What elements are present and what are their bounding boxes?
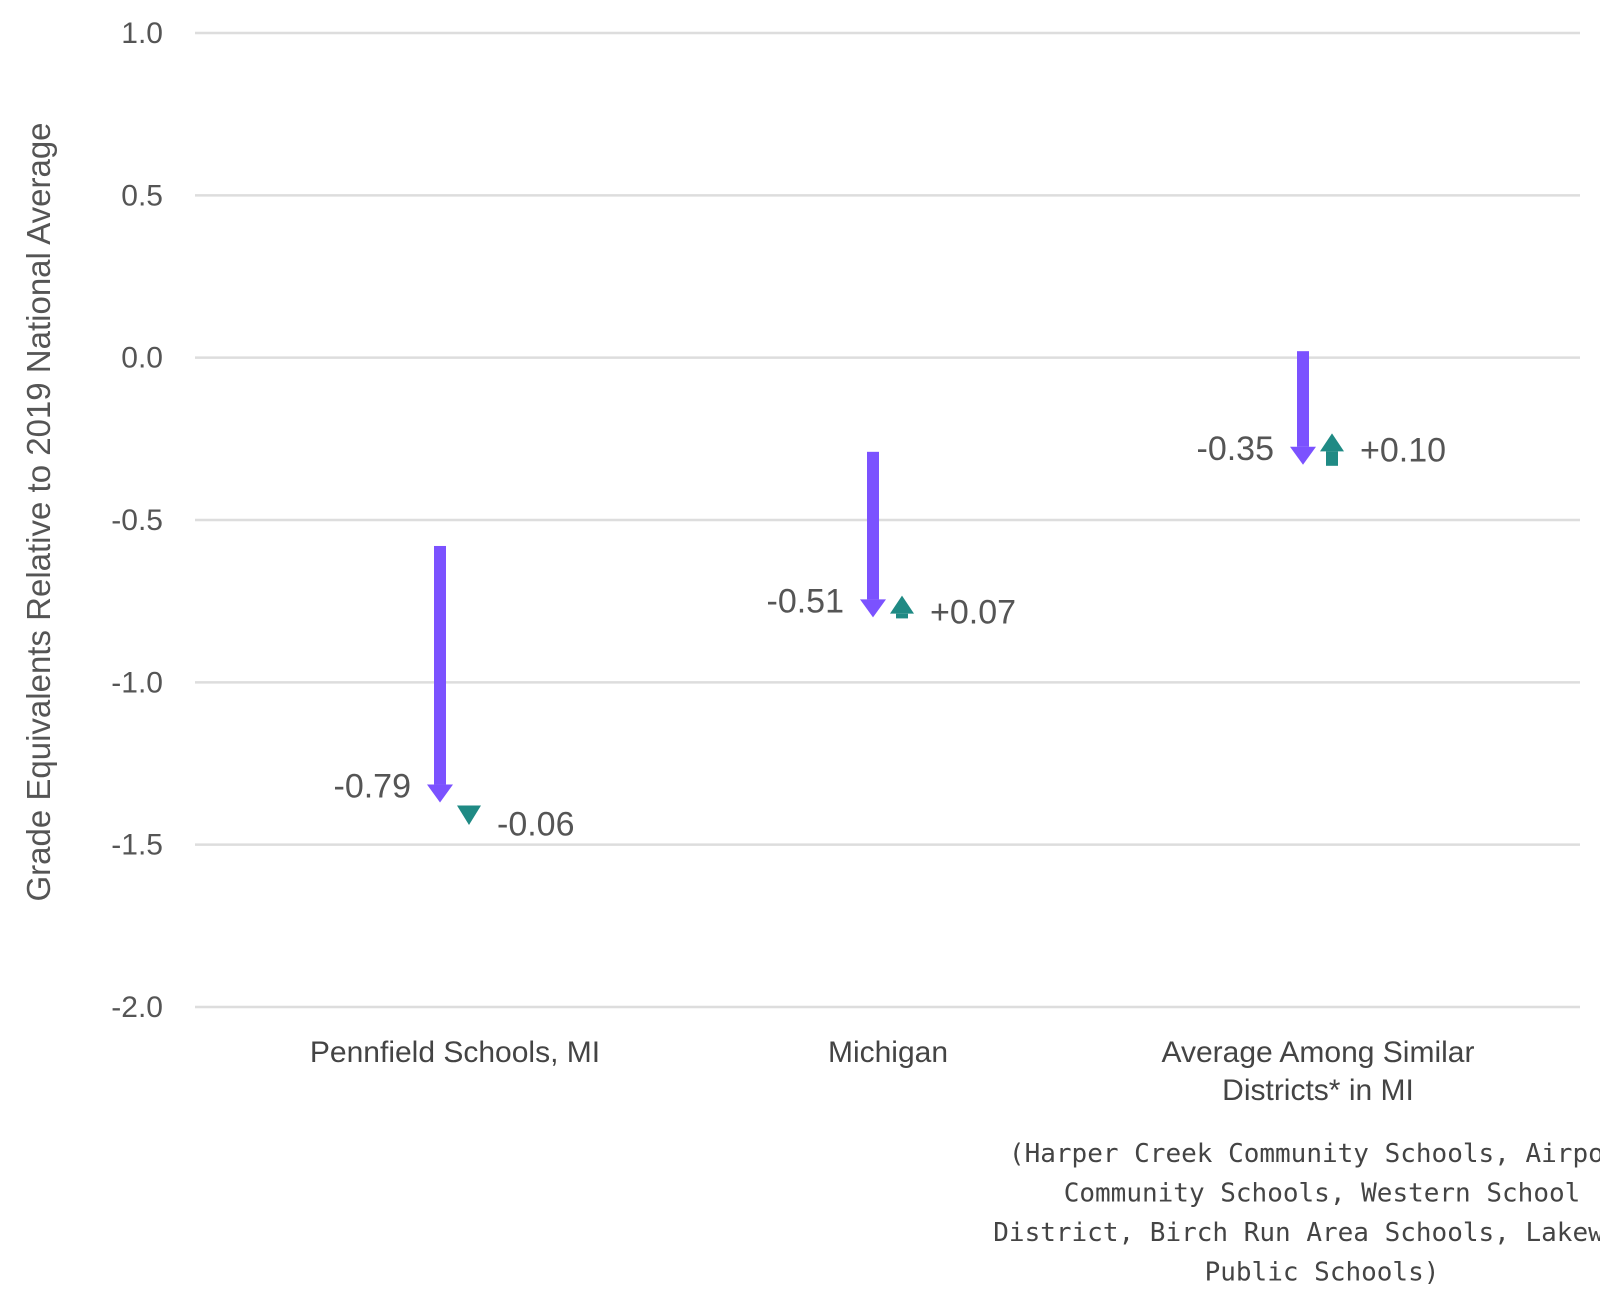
drop-arrow: [427, 545, 453, 803]
category-label: Pennfield Schools, MI: [310, 1036, 600, 1069]
y-tick-label: -2.0: [111, 991, 163, 1024]
footnote-line: Public Schools): [1205, 1258, 1440, 1288]
drop-arrow-head: [860, 599, 886, 618]
change-marker-head: [890, 595, 914, 614]
change-marker-stem: [896, 613, 908, 619]
drop-value-label: -0.35: [1197, 430, 1275, 468]
drop-arrow-shaft: [434, 545, 446, 785]
change-marker-stem: [1326, 451, 1338, 466]
drop-arrow-shaft: [1297, 351, 1309, 447]
footnote-line: (Harper Creek Community Schools, Airport: [1009, 1139, 1600, 1169]
y-tick-label: 0.0: [121, 342, 163, 375]
drop-arrow: [860, 451, 886, 618]
y-tick-label: 1.0: [121, 17, 163, 50]
category-label: Districts* in MI: [1222, 1074, 1414, 1107]
category-label: Michigan: [828, 1036, 948, 1069]
y-tick-label: -1.0: [111, 666, 163, 699]
footnote-line: Community Schools, Western School: [1064, 1179, 1581, 1209]
category-label: Average Among Similar: [1162, 1036, 1475, 1069]
drop-arrow: [1290, 351, 1316, 465]
category-labels: Pennfield Schools, MI Michigan Average Amo…: [310, 1036, 1475, 1107]
drop-value-label: -0.51: [767, 582, 845, 620]
drop-arrow-shaft: [867, 451, 879, 600]
footnote: (Harper Creek Community Schools, Airport…: [993, 1139, 1600, 1288]
y-axis-ticks: 1.0 0.5 0.0 -0.5 -1.0 -1.5 -2.0: [111, 17, 163, 1024]
change-value-label: +0.10: [1360, 431, 1446, 469]
y-axis-title: Grade Equivalents Relative to 2019 Natio…: [20, 122, 57, 901]
change-value-label: +0.07: [930, 594, 1016, 632]
change-marker-head: [457, 805, 481, 825]
footnote-line: District, Birch Run Area Schools, Lakewo…: [993, 1218, 1600, 1248]
drop-value-label: -0.79: [334, 767, 412, 805]
drop-arrow-head: [1290, 446, 1316, 465]
change-marker: [457, 805, 481, 825]
change-value-label: -0.06: [497, 805, 575, 843]
y-tick-label: 0.5: [121, 179, 163, 212]
drop-arrow-head: [427, 784, 453, 803]
y-tick-label: -0.5: [111, 504, 163, 537]
grid: [195, 31, 1580, 1009]
y-tick-label: -1.5: [111, 829, 163, 862]
chart-marks: -0.79 -0.06 -0.51 +0.07 -0.35 +0.10: [334, 351, 1446, 843]
change-marker-head: [1320, 433, 1344, 452]
change-marker: [890, 595, 914, 619]
change-marker: [1320, 433, 1344, 466]
